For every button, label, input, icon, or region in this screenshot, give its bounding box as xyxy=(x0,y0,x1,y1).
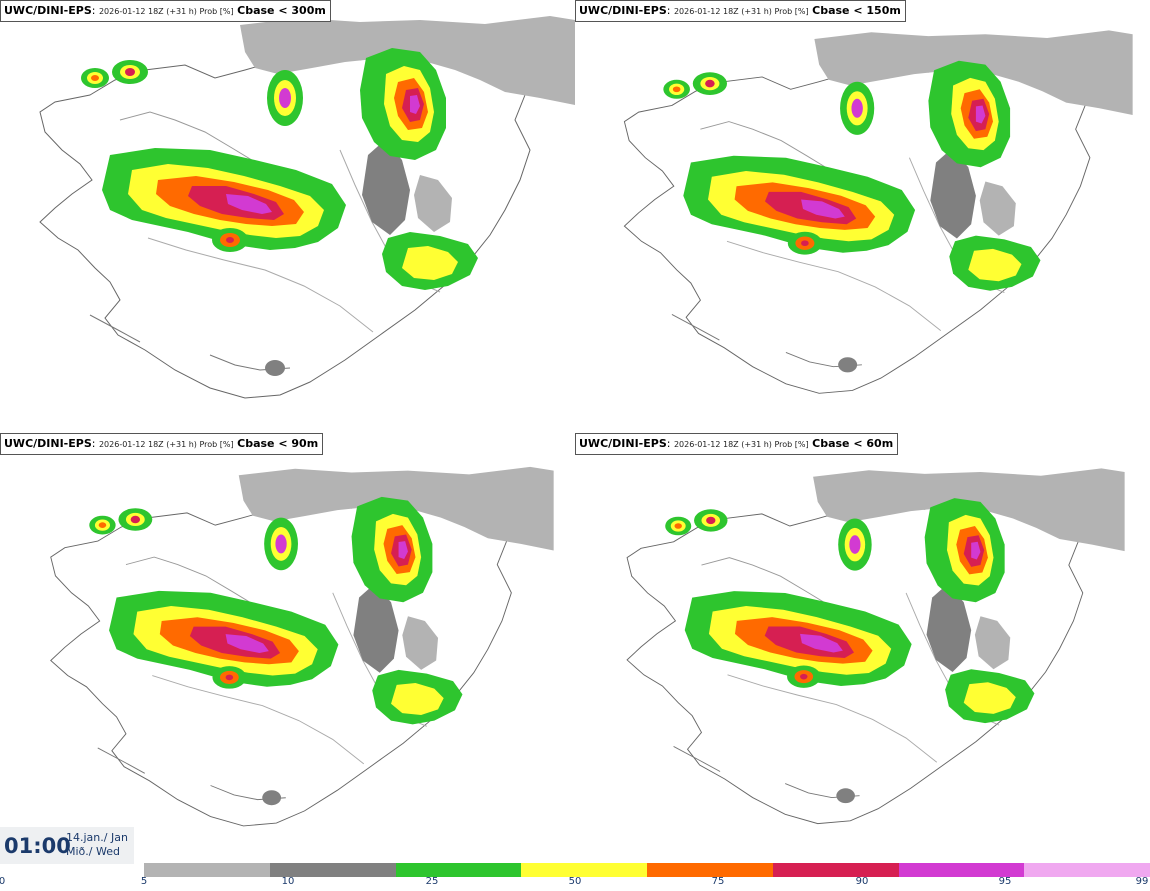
legend-tick-10: 10 xyxy=(281,876,295,887)
forecast-metadata: 2026-01-12 18Z (+31 h) Prob [%] xyxy=(98,7,234,16)
valid-time: 01:00 xyxy=(4,834,71,858)
iceland-probability-map-icon xyxy=(39,16,575,399)
legend-tick-99: 99 xyxy=(1135,876,1149,887)
legend-swatch-6 xyxy=(898,863,1025,877)
legend-swatch-1 xyxy=(269,863,396,877)
panel-title: UWC/DINI-EPS: 2026-01-12 18Z (+31 h) Pro… xyxy=(575,0,906,22)
map-panel-cbase-90m: UWC/DINI-EPS: 2026-01-12 18Z (+31 h) Pro… xyxy=(0,433,575,863)
legend-tick-5: 5 xyxy=(140,876,148,887)
probability-small-cells xyxy=(81,60,303,252)
legend-swatch-3 xyxy=(521,863,647,877)
forecast-metadata: 2026-01-12 18Z (+31 h) Prob [%] xyxy=(673,440,809,449)
panel-title: UWC/DINI-EPS: 2026-01-12 18Z (+31 h) Pro… xyxy=(0,0,331,22)
legend-tick-95: 95 xyxy=(998,876,1012,887)
valid-time-box: 01:00 14.jan./ Jan Mið./ Wed xyxy=(0,827,134,864)
probability-magenta-fields xyxy=(226,95,420,214)
legend-tick-90: 90 xyxy=(855,876,869,887)
model-label: UWC/DINI-EPS xyxy=(4,4,92,17)
valid-date-line-1: 14.jan./ Jan xyxy=(66,831,128,844)
legend-swatch-4 xyxy=(647,863,773,877)
iceland-map-layer xyxy=(39,16,575,399)
valid-date-line-2: Mið./ Wed xyxy=(66,845,120,858)
model-label: UWC/DINI-EPS xyxy=(4,437,92,450)
forecast-metadata: 2026-01-12 18Z (+31 h) Prob [%] xyxy=(98,440,234,449)
map-panel-cbase-300m: UWC/DINI-EPS: 2026-01-12 18Z (+31 h) Pro… xyxy=(0,0,575,430)
model-label: UWC/DINI-EPS xyxy=(579,437,667,450)
panel-title: UWC/DINI-EPS: 2026-01-12 18Z (+31 h) Pro… xyxy=(575,433,899,455)
map-outline-details xyxy=(209,354,291,376)
cloud-base-threshold: Cbase < 150m xyxy=(812,4,901,17)
legend-tick-75: 75 xyxy=(711,876,725,887)
legend-swatch-7 xyxy=(1024,863,1150,877)
model-label: UWC/DINI-EPS xyxy=(579,4,667,17)
cloud-base-threshold: Cbase < 60m xyxy=(812,437,894,450)
forecast-metadata: 2026-01-12 18Z (+31 h) Prob [%] xyxy=(673,7,809,16)
iceland-probability-map-icon xyxy=(626,467,1126,825)
probability-grey-fields xyxy=(240,16,575,235)
legend-swatch-5 xyxy=(772,863,899,877)
legend-tick-25: 25 xyxy=(425,876,439,887)
legend-color-bar xyxy=(144,863,1150,877)
legend-tick-0: 0 xyxy=(0,876,6,887)
iceland-probability-map-icon xyxy=(623,29,1134,394)
iceland-probability-map-icon xyxy=(50,466,555,827)
cloud-base-threshold: Cbase < 90m xyxy=(237,437,319,450)
legend-swatch-2 xyxy=(395,863,522,877)
valid-date: 14.jan./ Jan Mið./ Wed xyxy=(66,831,128,859)
map-panel-cbase-150m: UWC/DINI-EPS: 2026-01-12 18Z (+31 h) Pro… xyxy=(575,0,1150,430)
legend-tick-50: 50 xyxy=(568,876,582,887)
probability-color-legend: 0 5 10 25 50 75 90 95 99 xyxy=(0,862,1150,891)
legend-swatch-0 xyxy=(144,863,270,877)
panel-title: UWC/DINI-EPS: 2026-01-12 18Z (+31 h) Pro… xyxy=(0,433,324,455)
cloud-base-threshold: Cbase < 300m xyxy=(237,4,326,17)
map-panel-cbase-60m: UWC/DINI-EPS: 2026-01-12 18Z (+31 h) Pro… xyxy=(575,433,1150,863)
